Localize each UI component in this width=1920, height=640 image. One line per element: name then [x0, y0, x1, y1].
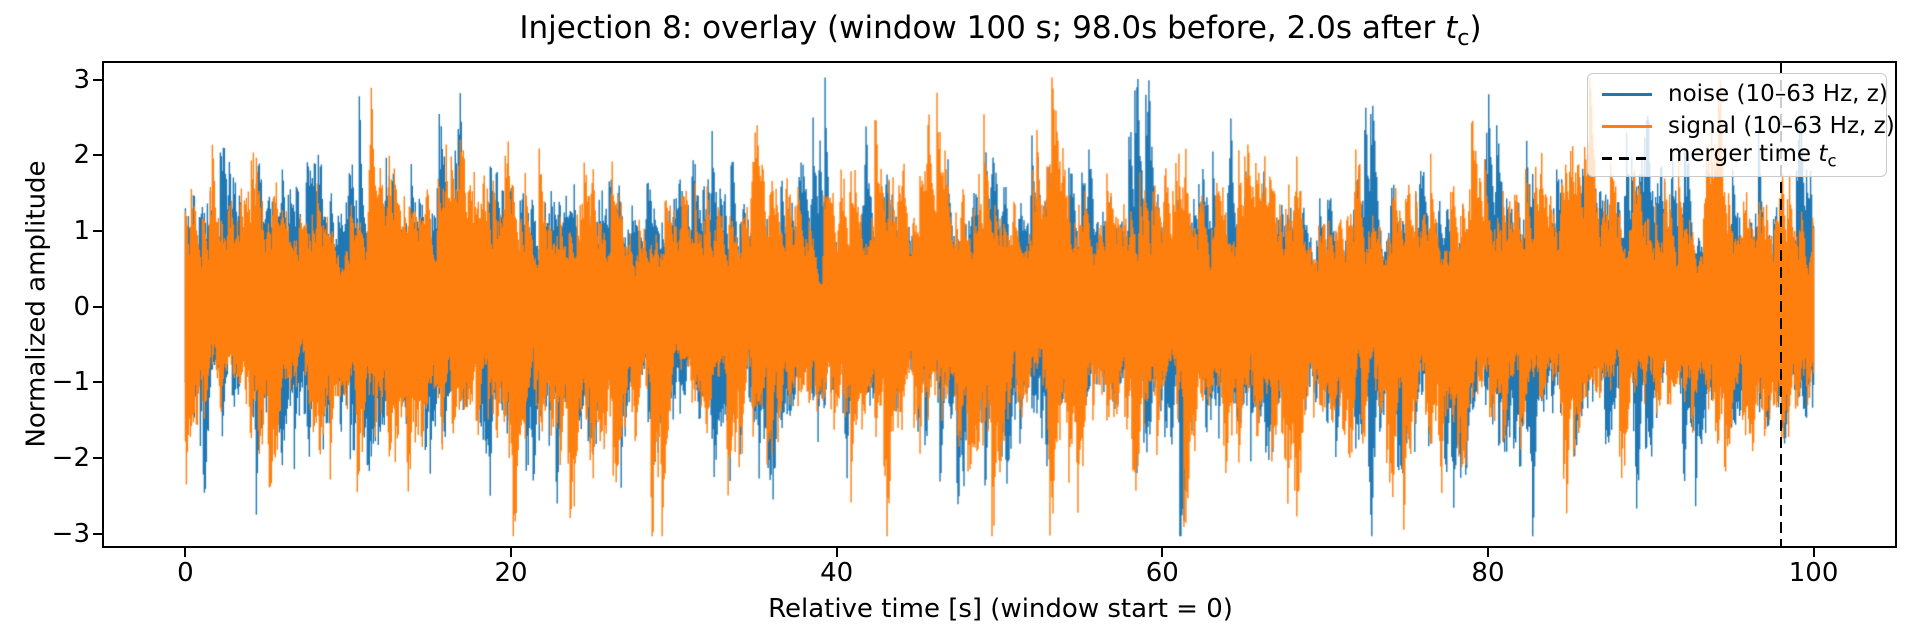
y-tick-label: −2: [51, 443, 90, 474]
x-tick-label: 40: [820, 558, 854, 588]
x-tick-mark: [1161, 548, 1164, 557]
y-tick-label: −3: [51, 518, 90, 549]
y-axis-label: Normalized amplitude: [21, 160, 52, 448]
y-tick-mark: [93, 381, 102, 384]
noise-line-sample-icon: [1602, 92, 1652, 96]
x-tick-mark: [1486, 548, 1489, 557]
chart-title-tc-sub: c: [1457, 25, 1470, 52]
x-tick-mark: [1812, 548, 1815, 557]
chart-title-close: ): [1469, 10, 1482, 46]
x-tick-label: 0: [177, 558, 194, 588]
y-tick-mark: [93, 457, 102, 460]
x-tick-label: 20: [494, 558, 528, 588]
chart-title: Injection 8: overlay (window 100 s; 98.0…: [104, 10, 1897, 56]
y-tick-mark: [93, 78, 102, 81]
signal-line-sample-icon: [1602, 124, 1652, 128]
chart-title-text: Injection 8: overlay (window 100 s; 98.0…: [519, 10, 1446, 46]
legend-item-signal: signal (10–63 Hz, z): [1596, 110, 1895, 142]
y-tick-mark: [93, 305, 102, 308]
x-tick-mark: [835, 548, 838, 557]
x-tick-mark: [184, 548, 187, 557]
y-tick-mark: [93, 532, 102, 535]
x-tick-label: 80: [1471, 558, 1505, 588]
merger-time-line: [1780, 63, 1783, 546]
legend-label-signal: signal (10–63 Hz, z): [1668, 113, 1895, 139]
chart-title-tc-var: t: [1445, 10, 1458, 46]
plot-area: noise (10–63 Hz, z) signal (10–63 Hz, z)…: [102, 61, 1897, 548]
legend-label-noise: noise (10–63 Hz, z): [1668, 81, 1888, 107]
y-tick-label: 0: [73, 291, 90, 322]
legend-item-merger-time: merger time tc: [1596, 141, 1878, 174]
y-tick-label: 2: [73, 140, 90, 171]
x-tick-label: 60: [1145, 558, 1179, 588]
legend: noise (10–63 Hz, z) signal (10–63 Hz, z)…: [1587, 73, 1895, 177]
legend-label-merger-time: merger time tc: [1668, 141, 1837, 171]
legend-item-noise: noise (10–63 Hz, z): [1596, 78, 1888, 110]
y-tick-label: −1: [51, 367, 90, 398]
dashed-line-sample-icon: [1602, 156, 1652, 160]
x-tick-mark: [510, 548, 513, 557]
x-tick-label: 100: [1788, 558, 1839, 588]
y-tick-label: 1: [73, 216, 90, 247]
y-tick-mark: [93, 154, 102, 157]
y-tick-mark: [93, 230, 102, 233]
x-axis-label: Relative time [s] (window start = 0): [768, 594, 1233, 624]
y-tick-label: 3: [73, 64, 90, 95]
